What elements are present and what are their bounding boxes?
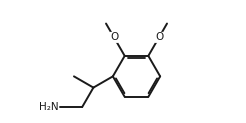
- Text: O: O: [155, 32, 163, 42]
- Text: H₂N: H₂N: [39, 102, 59, 112]
- Text: O: O: [110, 32, 118, 42]
